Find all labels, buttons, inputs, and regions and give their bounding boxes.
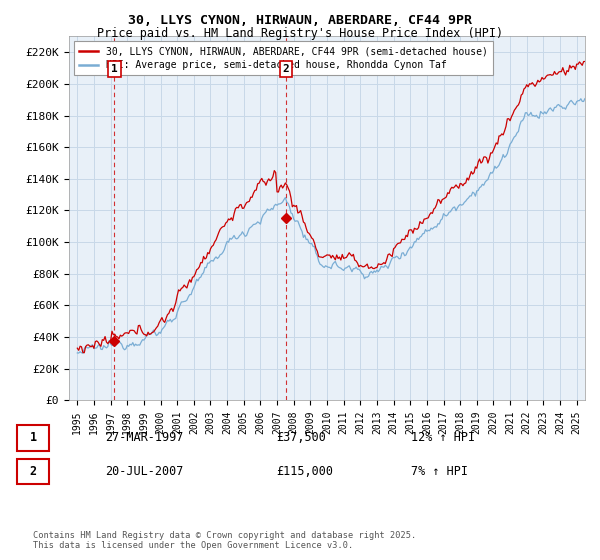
Text: 1: 1 [111,64,118,74]
Legend: 30, LLYS CYNON, HIRWAUN, ABERDARE, CF44 9PR (semi-detached house), HPI: Average : 30, LLYS CYNON, HIRWAUN, ABERDARE, CF44 … [74,41,493,75]
Text: £115,000: £115,000 [276,465,333,478]
Text: Price paid vs. HM Land Registry's House Price Index (HPI): Price paid vs. HM Land Registry's House … [97,27,503,40]
Text: 20-JUL-2007: 20-JUL-2007 [105,465,184,478]
Text: 30, LLYS CYNON, HIRWAUN, ABERDARE, CF44 9PR: 30, LLYS CYNON, HIRWAUN, ABERDARE, CF44 … [128,14,472,27]
Text: 12% ↑ HPI: 12% ↑ HPI [411,431,475,445]
Text: 1: 1 [29,431,37,445]
Text: 7% ↑ HPI: 7% ↑ HPI [411,465,468,478]
Text: 2: 2 [29,465,37,478]
Text: £37,500: £37,500 [276,431,326,445]
Text: 2: 2 [283,64,290,74]
Text: 27-MAR-1997: 27-MAR-1997 [105,431,184,445]
Text: Contains HM Land Registry data © Crown copyright and database right 2025.
This d: Contains HM Land Registry data © Crown c… [33,530,416,550]
